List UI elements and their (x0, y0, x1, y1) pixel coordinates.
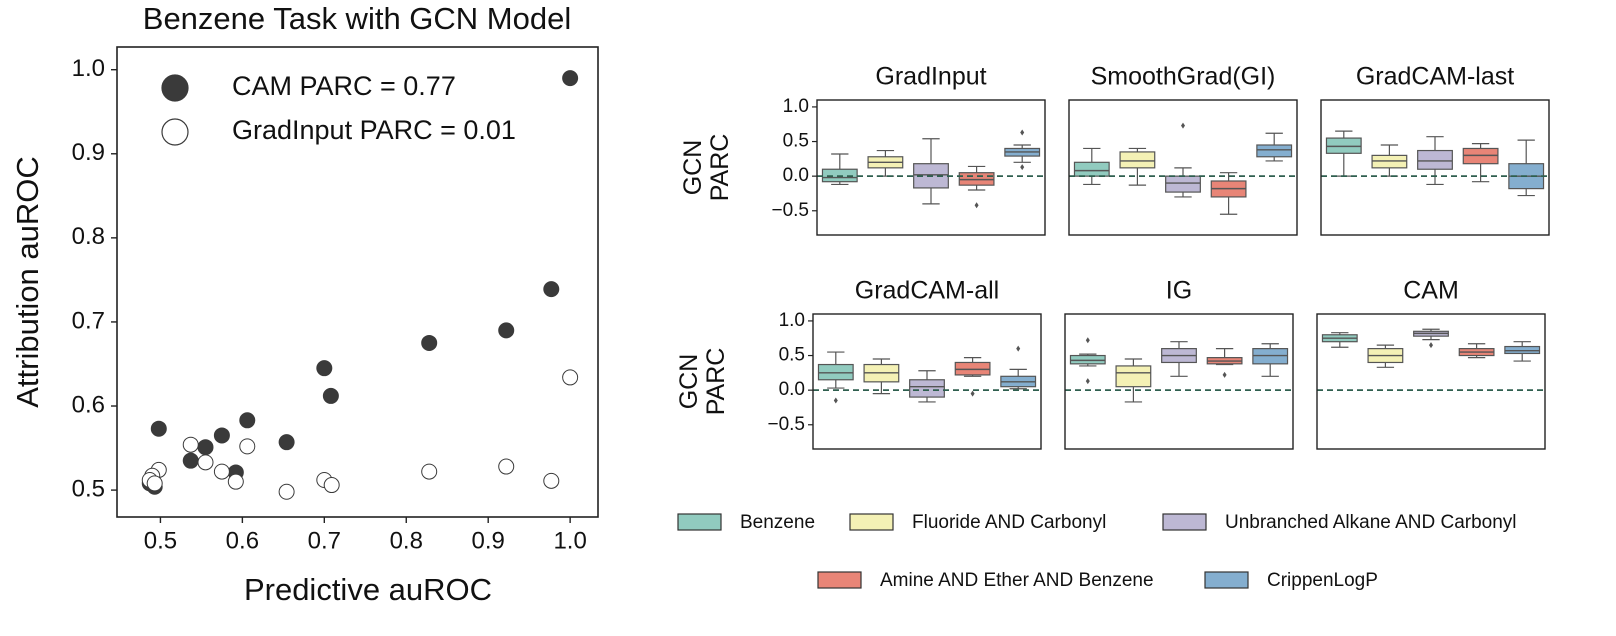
x-tick-label: 0.9 (472, 527, 505, 554)
flier (1020, 129, 1025, 136)
y-tick-label: 0.7 (72, 307, 105, 334)
legend-label: Unbranched Alkane AND Carbonyl (1225, 512, 1517, 533)
panel-title: GradInput (875, 63, 986, 91)
y-tick-label: 0.5 (783, 131, 809, 152)
box (1256, 144, 1293, 158)
scatter-point (197, 454, 214, 471)
panel-title: GradCAM-all (855, 277, 999, 305)
legend-swatch (1162, 513, 1207, 531)
y-tick-label: 1.0 (72, 55, 105, 82)
scatter-point (323, 477, 340, 494)
panel-frame (1068, 99, 1298, 236)
y-tick-label: 0.0 (783, 165, 809, 186)
flier (1085, 337, 1090, 344)
x-tick-label: 0.5 (144, 527, 177, 554)
legend-label: Benzene (740, 512, 815, 533)
flier (1020, 164, 1025, 171)
plot-frame (116, 46, 599, 518)
flier (970, 390, 975, 397)
y-tick-label: −0.5 (767, 414, 805, 435)
panel-frame (1316, 313, 1546, 450)
legend-label: GradInput PARC = 0.01 (232, 115, 516, 145)
box (1115, 365, 1152, 388)
scatter-point (316, 360, 333, 377)
panel-frame (812, 313, 1042, 450)
y-tick-label: 0.5 (72, 475, 105, 502)
x-tick-label: 0.7 (308, 527, 341, 554)
scatter-point (146, 475, 163, 492)
legend-label: CrippenLogP (1267, 570, 1378, 591)
y-tick-label: 0.8 (72, 223, 105, 250)
panel-title: CAM (1403, 277, 1459, 305)
legend-swatch (677, 513, 722, 531)
y-tick-label: 0.9 (72, 139, 105, 166)
flier (1016, 345, 1021, 352)
scatter-point (421, 463, 438, 480)
flier (1085, 378, 1090, 385)
panel-title: IG (1166, 277, 1192, 305)
scatter-point (239, 412, 256, 429)
scatter-point (562, 369, 579, 386)
scatter-point (498, 322, 515, 339)
y-tick-label: 0.0 (779, 379, 805, 400)
legend-label: CAM PARC = 0.77 (232, 71, 456, 101)
flier (1181, 122, 1185, 129)
scatter-point (239, 438, 256, 455)
flier (1429, 342, 1433, 349)
y-tick-label: 1.0 (783, 96, 809, 117)
legend-marker (161, 118, 189, 146)
scatter-point (213, 427, 230, 444)
box (1417, 149, 1453, 170)
box (1119, 151, 1156, 169)
scatter-point (278, 434, 295, 451)
flier (1222, 371, 1227, 378)
scatter-point (227, 473, 244, 490)
y-tick-label: 1.0 (779, 310, 805, 331)
box (1073, 161, 1110, 177)
y-axis-label: GCNPARC (679, 134, 734, 202)
scatter-point (197, 439, 214, 456)
scatter-point (182, 452, 199, 469)
flier (974, 202, 979, 209)
x-axis-label: Predictive auROC (244, 572, 492, 607)
legend-swatch (817, 571, 862, 589)
x-tick-label: 0.6 (226, 527, 259, 554)
y-tick-label: −0.5 (771, 200, 809, 221)
panel-title: SmoothGrad(GI) (1091, 63, 1276, 91)
scatter-point (322, 387, 339, 404)
scatter-point (562, 70, 579, 87)
legend-swatch (1204, 571, 1249, 589)
scatter-point (421, 334, 438, 351)
legend-label: Amine AND Ether AND Benzene (880, 570, 1154, 591)
legend-swatch (849, 513, 894, 531)
panel-frame (816, 99, 1046, 236)
y-axis-label: Attribution auROC (10, 156, 45, 408)
panel-frame (1064, 313, 1294, 450)
scatter-point (498, 458, 515, 475)
scatter-point (150, 420, 167, 437)
x-tick-label: 1.0 (553, 527, 586, 554)
flier (833, 397, 838, 404)
scatter-point (182, 436, 199, 453)
legend-label: Fluoride AND Carbonyl (912, 512, 1106, 533)
scatter-point (213, 463, 230, 480)
box (1165, 175, 1201, 193)
x-tick-label: 0.8 (390, 527, 423, 554)
chart-title: Benzene Task with GCN Model (143, 1, 571, 36)
scatter-point (543, 472, 560, 489)
panel-frame (1320, 99, 1550, 236)
scatter-point (278, 483, 295, 500)
box (909, 379, 945, 398)
y-axis-label: GCNPARC (675, 348, 730, 416)
y-tick-label: 0.6 (72, 391, 105, 418)
scatter-point (543, 281, 560, 298)
legend-marker (161, 74, 189, 102)
panel-title: GradCAM-last (1356, 63, 1514, 91)
y-tick-label: 0.5 (779, 345, 805, 366)
